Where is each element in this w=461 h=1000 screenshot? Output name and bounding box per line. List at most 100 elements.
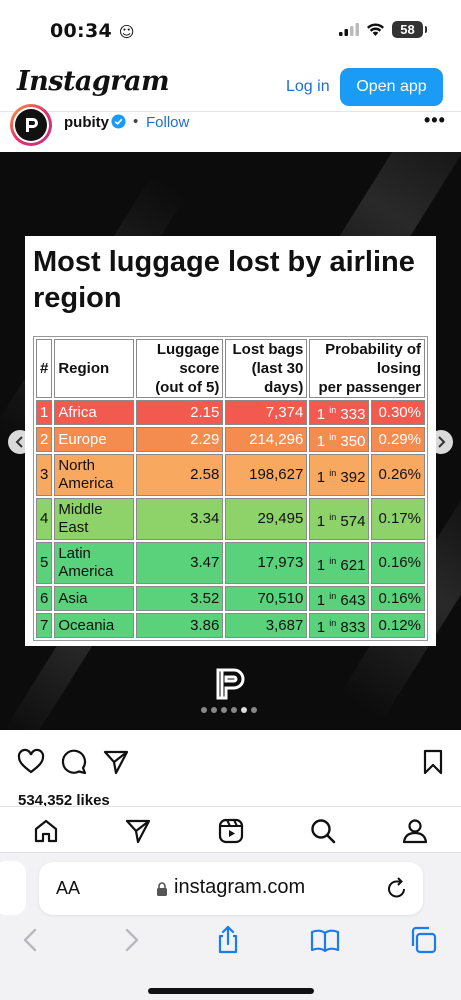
url-text[interactable]: instagram.com (174, 876, 306, 898)
username[interactable]: pubity (64, 114, 109, 131)
carousel-dots (201, 707, 257, 713)
row-region: Latin America (54, 542, 135, 584)
row-bags: 214,296 (225, 427, 308, 452)
home-icon[interactable] (32, 817, 60, 845)
browser-toolbar (0, 923, 461, 963)
row-num: 4 (36, 498, 53, 540)
carousel-dot (231, 707, 237, 713)
text-size-button[interactable]: AA (56, 878, 81, 898)
status-bar: 00:34 ☺ 58 (0, 0, 461, 58)
bookmarks-icon[interactable] (310, 925, 340, 955)
row-bags: 198,627 (225, 454, 308, 496)
row-score: 3.34 (136, 498, 224, 540)
status-time: 00:34 ☺ (50, 20, 135, 42)
table-row: 5 Latin America 3.47 17,973 1 in 621 0.1… (36, 542, 425, 584)
table-row: 7 Oceania 3.86 3,687 1 in 833 0.12% (36, 613, 425, 638)
follow-link[interactable]: Follow (146, 114, 190, 131)
row-region: Middle East (54, 498, 135, 540)
row-bags: 7,374 (225, 400, 308, 425)
search-icon[interactable] (309, 817, 337, 845)
luggage-table: # Region Luggage score (out of 5) Lost bag… (33, 336, 428, 641)
explore-icon[interactable] (124, 817, 152, 845)
row-bags: 17,973 (225, 542, 308, 584)
column-header-probability: Probability of losing per passenger (309, 339, 425, 398)
row-num: 3 (36, 454, 53, 496)
more-options-icon[interactable]: ••• (424, 110, 446, 130)
battery-indicator: 58 (392, 21, 427, 38)
row-odds: 1 in 350 (309, 427, 370, 452)
row-odds: 1 in 833 (309, 613, 370, 638)
table-row: 3 North America 2.58 198,627 1 in 392 0.… (36, 454, 425, 496)
lock-icon (157, 882, 167, 896)
chevron-right-icon (438, 436, 446, 448)
instagram-header: Instagram Log in Open app (0, 60, 461, 112)
column-header-score: Luggage score (out of 5) (136, 339, 224, 398)
row-bags: 29,495 (225, 498, 308, 540)
post-image[interactable]: Most luggage lost by airline region # Re… (0, 152, 461, 730)
table-row: 2 Europe 2.29 214,296 1 in 350 0.29% (36, 427, 425, 452)
share-sheet-icon[interactable] (213, 925, 243, 955)
chevron-left-icon (15, 436, 23, 448)
row-percent: 0.30% (371, 400, 425, 425)
luggage-table-card: Most luggage lost by airline region # Re… (25, 236, 436, 646)
column-header-bags: Lost bags (last 30 days) (225, 339, 308, 398)
row-region: Oceania (54, 613, 135, 638)
row-bags: 70,510 (225, 586, 308, 611)
profile-icon[interactable] (401, 817, 429, 845)
instagram-logo[interactable]: Instagram (17, 66, 170, 97)
row-region: Europe (54, 427, 135, 452)
forward-icon[interactable] (116, 925, 146, 955)
home-indicator (148, 988, 314, 994)
row-odds: 1 in 392 (309, 454, 370, 496)
row-odds: 1 in 574 (309, 498, 370, 540)
back-icon[interactable] (16, 925, 46, 955)
card-title: Most luggage lost by airline region (33, 246, 415, 314)
reload-icon[interactable] (386, 876, 408, 900)
table-row: 6 Asia 3.52 70,510 1 in 643 0.16% (36, 586, 425, 611)
row-score: 2.29 (136, 427, 224, 452)
heart-icon[interactable] (17, 748, 45, 776)
column-header-region: Region (54, 339, 135, 398)
likes-count[interactable]: 534,352 likes (18, 792, 110, 809)
carousel-dot (201, 707, 207, 713)
carousel-next-button[interactable] (429, 430, 453, 454)
wifi-icon (367, 22, 384, 36)
carousel-dot (211, 707, 217, 713)
comment-icon[interactable] (60, 748, 88, 776)
pubity-logo-icon (15, 109, 47, 141)
avatar[interactable] (10, 104, 52, 146)
row-odds: 1 in 621 (309, 542, 370, 584)
carousel-prev-button[interactable] (8, 430, 32, 454)
row-score: 3.47 (136, 542, 224, 584)
row-percent: 0.16% (371, 586, 425, 611)
row-score: 2.15 (136, 400, 224, 425)
open-app-button[interactable]: Open app (340, 68, 443, 106)
status-icons: 58 (339, 21, 427, 38)
row-num: 7 (36, 613, 53, 638)
table-row: 4 Middle East 3.34 29,495 1 in 574 0.17% (36, 498, 425, 540)
row-region: Africa (54, 400, 135, 425)
pubity-watermark-icon (216, 668, 245, 700)
tabs-icon[interactable] (408, 925, 438, 955)
share-icon[interactable] (102, 748, 130, 776)
previous-tab-edge[interactable] (0, 861, 26, 915)
column-header-num: # (36, 339, 53, 398)
row-region: North America (54, 454, 135, 496)
address-bar[interactable]: AA instagram.com (39, 862, 423, 915)
login-link[interactable]: Log in (286, 78, 330, 95)
row-score: 2.58 (136, 454, 224, 496)
row-num: 2 (36, 427, 53, 452)
reels-icon[interactable] (217, 817, 245, 845)
bookmark-icon[interactable] (419, 748, 447, 776)
row-num: 6 (36, 586, 53, 611)
carousel-dot-active (241, 707, 247, 713)
row-percent: 0.16% (371, 542, 425, 584)
bottom-nav (0, 806, 461, 856)
row-percent: 0.26% (371, 454, 425, 496)
row-region: Asia (54, 586, 135, 611)
post-actions (0, 742, 461, 782)
post-header: pubity • Follow ••• (0, 100, 461, 152)
row-score: 3.52 (136, 586, 224, 611)
row-percent: 0.29% (371, 427, 425, 452)
row-odds: 1 in 333 (309, 400, 370, 425)
